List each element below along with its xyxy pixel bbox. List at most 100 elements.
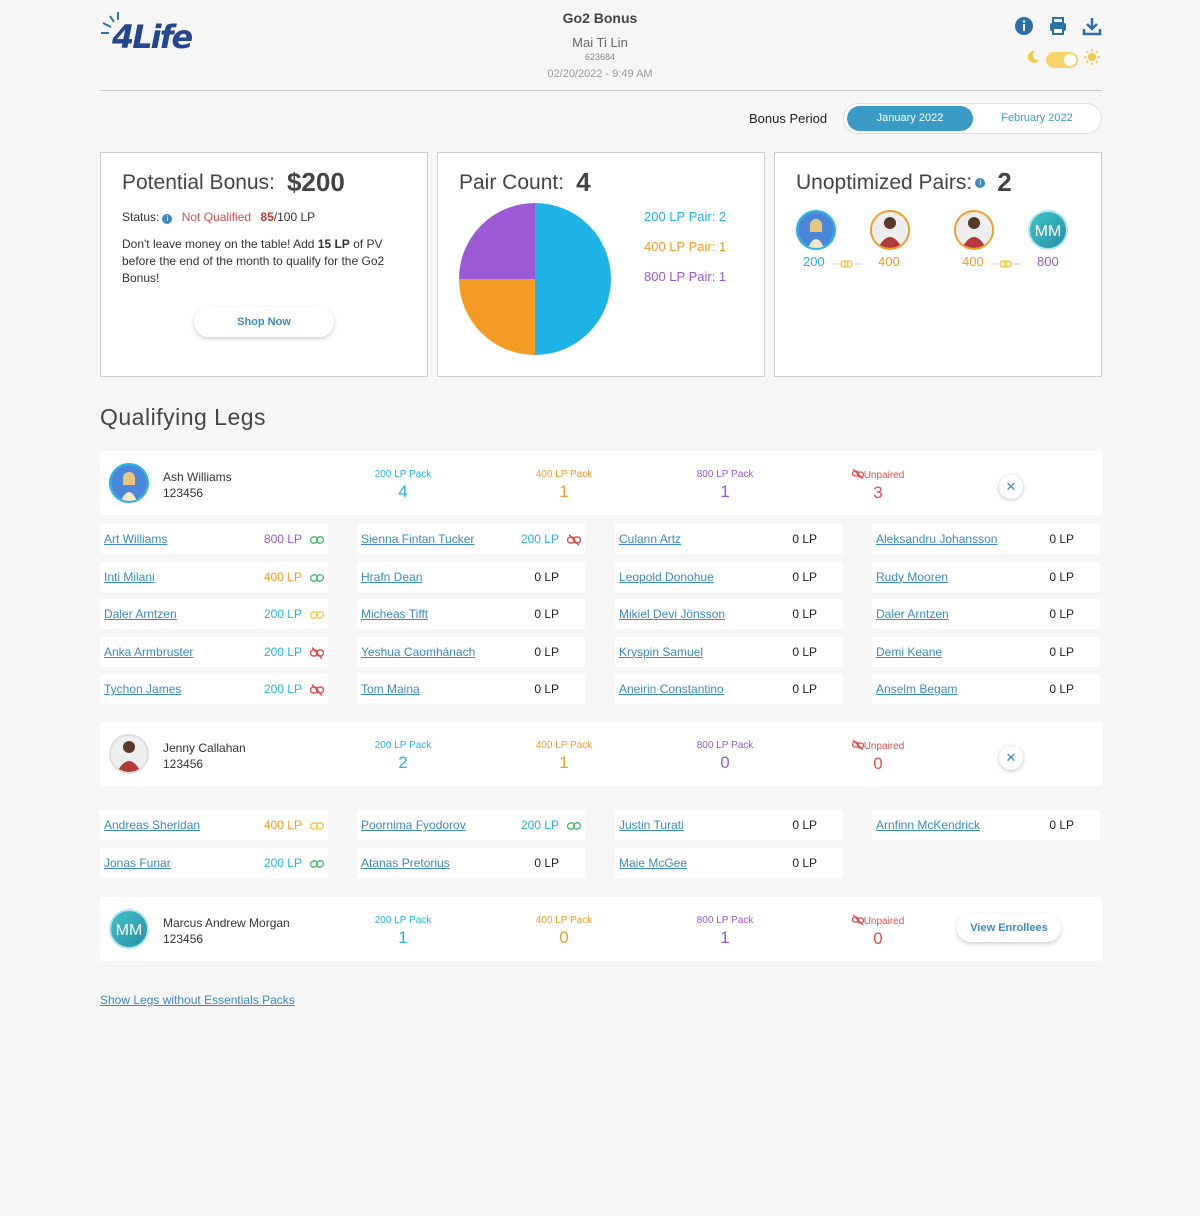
enrollee-name-link[interactable]: Leopold Donohue (619, 569, 714, 584)
potential-bonus-label: Potential Bonus: (122, 170, 275, 194)
pack-value: 1 (398, 928, 408, 947)
enrollee-lp: 0 LP (1049, 607, 1074, 622)
enrollee-lp: 200 LP (263, 607, 302, 622)
pair-right-value: 800 (1037, 254, 1059, 269)
enrollee-name-link[interactable]: Hrafn Dean (361, 569, 423, 584)
enrollee-name-link[interactable]: Anselm Begam (876, 682, 958, 697)
enrollee-name-link[interactable]: Inti Milani (104, 569, 155, 584)
pie-slice-200-lp-pair (535, 203, 611, 355)
enrollee-lp: 0 LP (534, 855, 559, 870)
avatar[interactable] (796, 210, 836, 250)
show-legs-link[interactable]: Show Legs without Essentials Packs (100, 993, 295, 1007)
enrollee-name-link[interactable]: Aneirin Constantino (619, 682, 724, 697)
link-icon (309, 571, 325, 583)
shop-now-button[interactable]: Shop Now (194, 307, 334, 337)
pack-400: 400 LP Pack 1 (519, 740, 609, 773)
enrollee-name-link[interactable]: Jonas Funar (104, 855, 171, 870)
enrollee-name-link[interactable]: Atanas Pretorius (361, 855, 450, 870)
enrollee-name-link[interactable]: Maie McGee (619, 855, 688, 870)
leg-name: Marcus Andrew Morgan (163, 916, 290, 930)
info-icon[interactable]: i (162, 214, 173, 224)
sun-icon[interactable] (1084, 49, 1100, 70)
member-name: Mai Ti Lin (572, 35, 628, 50)
enrollee-name-link[interactable]: Kryspin Samuel (619, 644, 704, 659)
leg-row: Jenny Callahan 123456 200 LP Pack 2 400 L… (100, 722, 1102, 786)
unoptimized-label: Unoptimized Pairs: (796, 170, 973, 194)
enrollee-cell: Inti Milani 400 LP (100, 561, 328, 592)
enrollee-name-link[interactable]: Demi Keane (876, 644, 943, 659)
pack-label: 200 LP Pack (374, 915, 432, 926)
enrollee-name-link[interactable]: Aleksandru Johansson (876, 532, 998, 546)
enrollee-name-link[interactable]: Tychon James (104, 682, 182, 697)
avatar[interactable] (109, 463, 149, 503)
download-icon[interactable] (1082, 16, 1102, 36)
avatar-initials[interactable]: MM (1028, 210, 1068, 250)
enrollee-lp: 0 LP (1049, 818, 1074, 832)
link-icon (991, 256, 1021, 274)
enrollee-name-link[interactable]: Culann Artz (619, 532, 682, 546)
enrollee-cell: Daler Arntzen 0 LP (872, 599, 1100, 630)
link-icon (566, 819, 582, 831)
enrollee-name-link[interactable]: Mikiel Devi Jönsson (619, 607, 726, 622)
enrollee-lp: 0 LP (534, 644, 559, 659)
view-enrollees-button[interactable]: View Enrollees (957, 914, 1061, 942)
broken-link-icon (566, 533, 582, 546)
enrollee-name-link[interactable]: Daler Arntzen (876, 607, 949, 622)
info-icon[interactable]: i (975, 177, 986, 188)
enrollee-name-link[interactable]: Justin Turati (619, 818, 684, 832)
enrollee-cell: Aleksandru Johansson 0 LP (872, 524, 1100, 554)
period-january[interactable]: January 2022 (847, 106, 973, 131)
print-icon[interactable] (1048, 16, 1068, 36)
leg-name: Jenny Callahan (163, 741, 246, 755)
broken-link-icon (851, 468, 864, 481)
leg-name: Ash Williams (163, 470, 232, 484)
enrollee-lp: 0 LP (792, 569, 817, 584)
enrollee-cell: Anka Armbruster 200 LP (100, 636, 328, 667)
unoptimized-title: Unoptimized Pairs: i 2 (796, 167, 1012, 198)
avatar[interactable] (954, 210, 994, 250)
enrollee-name-link[interactable]: Micheas Tifft (361, 607, 429, 622)
pack-label: 200 LP Pack (374, 469, 432, 480)
enrollee-cell: Justin Turati 0 LP (615, 810, 843, 840)
enrollee-name-link[interactable]: Poornima Fyodorov (361, 818, 466, 832)
enrollee-lp: 0 LP (792, 855, 817, 870)
avatar-initials[interactable]: MM (109, 909, 149, 949)
period-february[interactable]: February 2022 (1001, 112, 1073, 124)
broken-link-icon (851, 739, 864, 752)
link-icon (309, 608, 325, 620)
collapse-button[interactable]: ✕ (999, 746, 1023, 770)
moon-icon[interactable] (1026, 50, 1040, 69)
enrollee-lp: 0 LP (1049, 644, 1074, 659)
pair-count-label: Pair Count: (459, 170, 565, 194)
leg-row: MM Marcus Andrew Morgan 123456 200 LP Pa… (100, 897, 1102, 961)
info-icon[interactable] (1014, 16, 1034, 36)
collapse-button[interactable]: ✕ (999, 475, 1023, 499)
enrollee-cell: Leopold Donohue 0 LP (615, 561, 843, 592)
enrollee-name-link[interactable]: Art Williams (104, 532, 168, 546)
pair-left-value: 200 (803, 254, 825, 269)
enrollee-name-link[interactable]: Tom Maina (361, 682, 420, 697)
enrollee-cell: Tom Maina 0 LP (357, 674, 585, 705)
link-icon (309, 819, 325, 831)
leg-member: Jenny Callahan 123456 (163, 740, 246, 772)
enrollee-lp: 0 LP (534, 682, 559, 697)
avatar[interactable] (870, 210, 910, 250)
enrollee-name-link[interactable]: Sienna Fintan Tucker (361, 532, 475, 546)
report-datetime: 02/20/2022 - 9:49 AM (547, 68, 653, 80)
enrollee-cell: Arnfinn McKendrick 0 LP (872, 810, 1100, 840)
avatar[interactable] (109, 734, 149, 774)
enrollee-name-link[interactable]: Yeshua Caomhánach (361, 644, 476, 659)
enrollee-cell: Culann Artz 0 LP (615, 524, 843, 554)
theme-toggle[interactable] (1046, 51, 1078, 68)
enrollee-name-link[interactable]: Andreas Sheridan (104, 818, 201, 832)
enrollee-name-link[interactable]: Rudy Mooren (876, 569, 949, 584)
potential-bonus-title: Potential Bonus: $200 (122, 167, 345, 198)
enrollee-lp: 0 LP (1049, 682, 1074, 697)
enrollee-name-link[interactable]: Arnfinn McKendrick (876, 818, 981, 832)
legend-800-pair: 800 LP Pair: 1 (644, 269, 727, 284)
link-icon (309, 857, 325, 869)
enrollee-name-link[interactable]: Daler Arntzen (104, 607, 177, 622)
enrollee-name-link[interactable]: Anka Armbruster (104, 644, 194, 659)
enrollee-lp: 0 LP (1049, 569, 1074, 584)
pie-slice-400-lp-pair (459, 279, 535, 355)
